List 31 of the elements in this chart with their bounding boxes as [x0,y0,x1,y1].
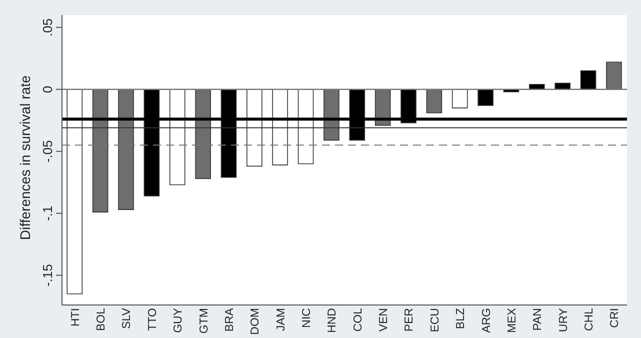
x-tick-label: TTO [146,308,159,331]
x-tick-label: GUY [172,308,185,333]
y-tick-label: 0 [40,86,55,93]
x-tick-label: CHL [583,307,596,332]
x-tick-label: DOM [250,308,262,335]
x-tick-label: BRA [224,308,236,332]
x-tick-label: SLV [121,308,134,329]
x-tick-label: ARG [480,308,493,333]
bar [478,88,494,106]
y-tick-label: .05 [40,18,55,36]
x-tick-label: CRI [609,308,622,328]
x-tick-label: BOL [96,307,108,332]
y-tick-label: -.1 [40,206,55,221]
x-tick-label: VEN [378,308,390,332]
x-tick-label: BLZ [455,308,468,330]
x-tick-label: ECU [429,308,442,332]
x-tick-label: JAM [275,308,288,331]
x-tick-label: URY [558,308,570,332]
bar [452,88,468,108]
x-tick-label: MEX [506,308,518,333]
x-tick-label: HTI [70,308,82,327]
x-tick-label: NIC [300,308,313,328]
y-axis-title: Differences in survival rate [16,75,33,240]
y-tick-label: -.15 [40,264,55,286]
x-tick-label: GTM [198,308,210,334]
x-tick-label: HND [326,308,339,333]
x-tick-label: PER [404,308,416,332]
x-tick-label: PAN [532,308,544,331]
y-tick-label: -.05 [40,140,55,163]
x-tick-label: COL [352,307,364,332]
bar [580,70,596,90]
